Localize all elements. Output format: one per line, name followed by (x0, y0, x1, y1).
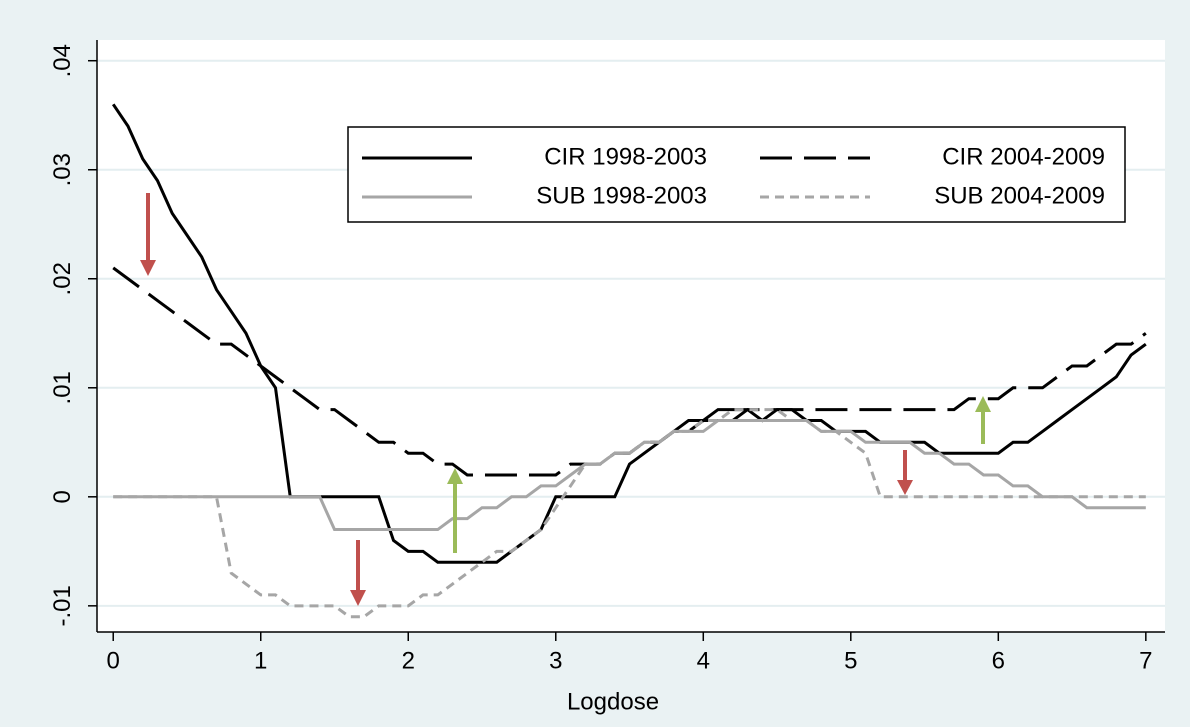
ticks: -.01 0 .01 .02 .03 .04 0 1 2 3 4 5 6 7 (49, 44, 1153, 674)
legend-box (347, 126, 1126, 223)
arrow-head (140, 260, 156, 276)
arrow-head (350, 590, 366, 606)
legend-label: SUB 2004-2009 (934, 182, 1105, 209)
x-tick-label: 6 (992, 647, 1005, 674)
legend: CIR 1998-2003 CIR 2004-2009 SUB 1998-2003 S… (347, 126, 1126, 223)
x-tick-label: 7 (1139, 647, 1152, 674)
legend-label: CIR 2004-2009 (942, 143, 1105, 170)
x-axis-label: Logdose (567, 688, 659, 715)
annotation-arrows (140, 193, 991, 606)
lines (111, 103, 1147, 619)
x-tick-label: 2 (402, 647, 415, 674)
x-tick-label: 0 (107, 647, 120, 674)
series-line (113, 408, 1146, 619)
y-tick-label: 0 (49, 490, 76, 503)
y-tick-label: .04 (49, 44, 76, 77)
legend-label: CIR 1998-2003 (544, 143, 707, 170)
legend-label: SUB 1998-2003 (536, 182, 707, 209)
y-tick-label: .03 (49, 153, 76, 186)
arrow-head (975, 396, 991, 412)
grid (97, 59, 1165, 607)
x-tick-label: 3 (549, 647, 562, 674)
x-tick-label: 5 (844, 647, 857, 674)
y-tick-label: .02 (49, 262, 76, 295)
arrow-head (897, 480, 913, 495)
x-tick-label: 4 (697, 647, 710, 674)
series-line (111, 103, 1147, 564)
x-tick-label: 1 (254, 647, 267, 674)
y-tick-label: .01 (49, 371, 76, 404)
y-tick-label: -.01 (49, 585, 76, 626)
arrow-head (447, 468, 463, 484)
